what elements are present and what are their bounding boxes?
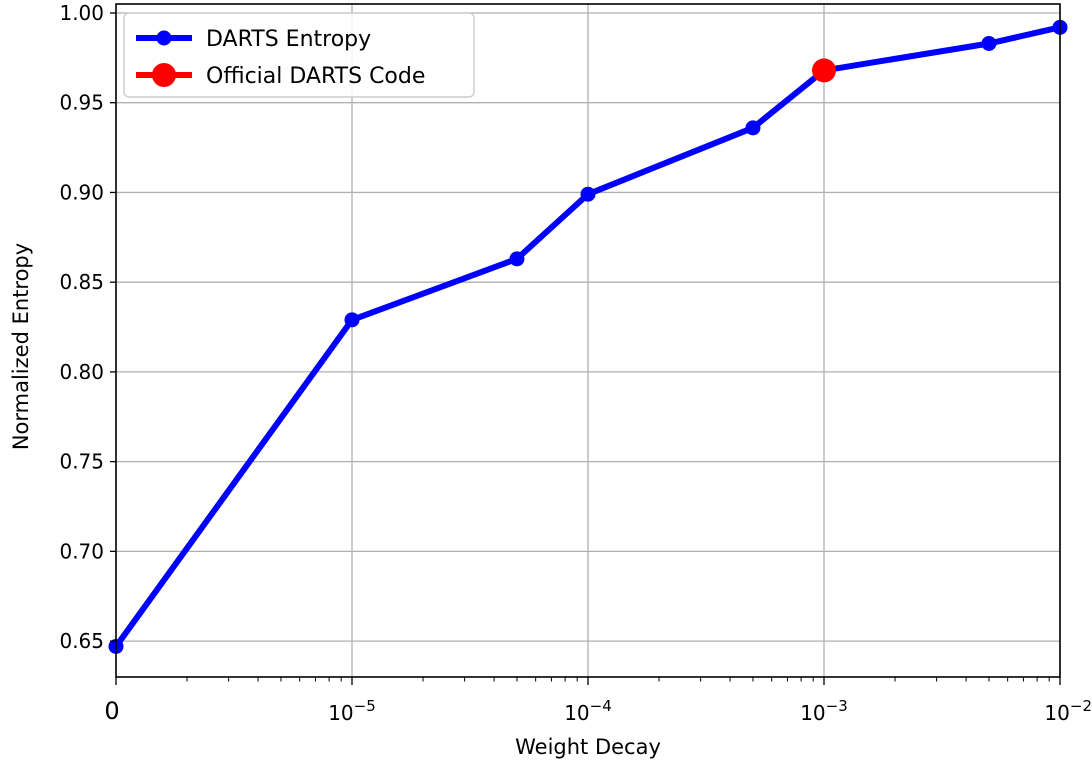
x-axis-title: Weight Decay xyxy=(515,735,661,759)
highlight-point xyxy=(812,58,836,83)
y-tick-label: 0.75 xyxy=(59,450,104,474)
y-tick-label: 0.85 xyxy=(59,270,104,294)
data-point xyxy=(981,35,997,51)
grid-lines xyxy=(116,4,1061,677)
data-markers xyxy=(108,19,1068,654)
x-tick-label: 10−2 xyxy=(1044,697,1092,725)
legend-marker-0 xyxy=(156,30,172,46)
x-tick-label: 0 xyxy=(104,697,119,725)
data-point xyxy=(745,120,761,136)
legend-marker-1 xyxy=(152,63,176,87)
x-tick-label: 10−3 xyxy=(800,697,848,725)
tick-marks xyxy=(110,12,1061,685)
y-tick-label: 0.95 xyxy=(59,91,104,115)
x-tick-label: 10−5 xyxy=(328,697,376,725)
legend-label-1: Official DARTS Code xyxy=(206,64,425,89)
series-line-0 xyxy=(113,24,1061,649)
x-tick-label: 10−4 xyxy=(564,697,612,725)
y-tick-label: 0.70 xyxy=(59,539,104,563)
data-point xyxy=(580,186,596,202)
data-point xyxy=(344,312,360,328)
y-tick-label: 0.90 xyxy=(59,180,104,204)
legend: DARTS Entropy Official DARTS Code xyxy=(123,12,475,98)
y-tick-label: 0.65 xyxy=(59,629,104,653)
series-lines xyxy=(113,24,1061,649)
x-tick-labels: 0 10−5 10−4 10−3 10−2 xyxy=(104,697,1092,725)
legend-label-0: DARTS Entropy xyxy=(206,27,371,52)
y-axis-title: Normalized Entropy xyxy=(9,243,33,450)
data-point xyxy=(509,251,525,267)
y-tick-label: 1.00 xyxy=(59,1,104,25)
y-tick-label: 0.80 xyxy=(59,360,104,384)
y-tick-labels: 0.65 0.70 0.75 0.80 0.85 0.90 0.95 1.00 xyxy=(59,1,104,653)
legend-box xyxy=(123,12,475,98)
